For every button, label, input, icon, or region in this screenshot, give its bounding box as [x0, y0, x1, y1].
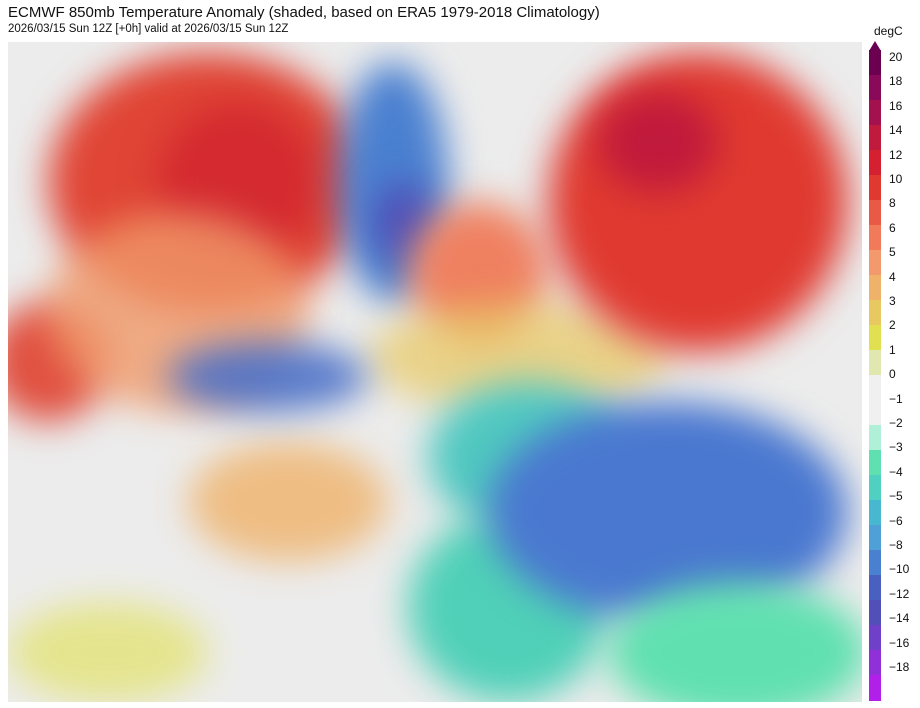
colorbar-tick-label: 18	[889, 74, 903, 89]
colorbar-tick-label: −4	[889, 464, 903, 479]
colorbar-tick-label: 16	[889, 98, 903, 113]
colorbar-tick-label: 10	[889, 172, 903, 186]
colorbar-segment	[869, 500, 881, 526]
warm-anomaly-okhotsk	[598, 92, 718, 192]
colorbar-segment	[869, 375, 881, 401]
colorbar-tick-label: 2	[889, 318, 896, 333]
colorbar-segment	[869, 550, 881, 576]
colorbar-tick-label: 20	[889, 50, 903, 64]
colorbar-tick-label: 1	[889, 342, 896, 357]
colorbar-segment	[869, 125, 881, 151]
colorbar-tick-label: −18	[889, 660, 910, 674]
colorbar-segment	[869, 575, 881, 601]
cool-anomaly-pacific-south	[608, 582, 862, 702]
colorbar-segment	[869, 50, 881, 76]
colorbar-tick-label: −14	[889, 611, 910, 626]
map-title: ECMWF 850mb Temperature Anomaly (shaded,…	[8, 4, 600, 21]
colorbar-tick-label: 3	[889, 294, 896, 308]
warm-anomaly-east-siberia	[548, 52, 848, 352]
colorbar-tick-label: −16	[889, 635, 910, 650]
colorbar-segment	[869, 675, 881, 701]
colorbar-segment	[869, 425, 881, 451]
cold-anomaly-pacific	[488, 402, 848, 622]
cold-anomaly-tibet	[168, 342, 368, 412]
colorbar-segment	[869, 325, 881, 351]
colorbar-segment	[869, 275, 881, 301]
colorbar-segment	[869, 650, 881, 676]
colorbar-tick-label: 4	[889, 269, 896, 284]
colorbar-tick-label: 8	[889, 196, 896, 211]
colorbar-tick-label: 5	[889, 245, 896, 260]
colorbar-tick-label: −1	[889, 391, 903, 406]
colorbar-unit: degC	[874, 24, 903, 38]
colorbar-segment	[869, 625, 881, 651]
colorbar-tick-label: −5	[889, 489, 903, 504]
colorbar-segment	[869, 400, 881, 426]
temperature-anomaly-map	[8, 42, 862, 702]
mild-anomaly-arabia	[8, 602, 208, 702]
colorbar-segment	[869, 350, 881, 376]
colorbar-segment	[869, 150, 881, 176]
colorbar-tick-label: −6	[889, 513, 903, 528]
colorbar	[869, 50, 881, 701]
colorbar-tick-label: 0	[889, 367, 896, 382]
colorbar-segment	[869, 100, 881, 126]
colorbar-tick-label: 6	[889, 220, 896, 235]
colorbar-tick-label: −2	[889, 416, 903, 430]
colorbar-tick-label: −10	[889, 562, 910, 577]
colorbar-segment	[869, 300, 881, 326]
colorbar-tick-label: −12	[889, 586, 910, 601]
colorbar-segment	[869, 200, 881, 226]
colorbar-tick-label: 12	[889, 147, 903, 162]
colorbar-segment	[869, 250, 881, 276]
colorbar-segment	[869, 175, 881, 201]
colorbar-tick-label: −8	[889, 538, 903, 552]
colorbar-tick-label: −3	[889, 440, 903, 455]
colorbar-segment	[869, 225, 881, 251]
warm-anomaly-india	[188, 442, 388, 562]
colorbar-segment	[869, 525, 881, 551]
colorbar-segment	[869, 450, 881, 476]
colorbar-segment	[869, 75, 881, 101]
colorbar-tick-label: 14	[889, 123, 903, 138]
colorbar-max-arrow	[869, 41, 881, 51]
colorbar-segment	[869, 600, 881, 626]
colorbar-segment	[869, 475, 881, 501]
map-valid-time: 2026/03/15 Sun 12Z [+0h] valid at 2026/0…	[8, 23, 289, 35]
